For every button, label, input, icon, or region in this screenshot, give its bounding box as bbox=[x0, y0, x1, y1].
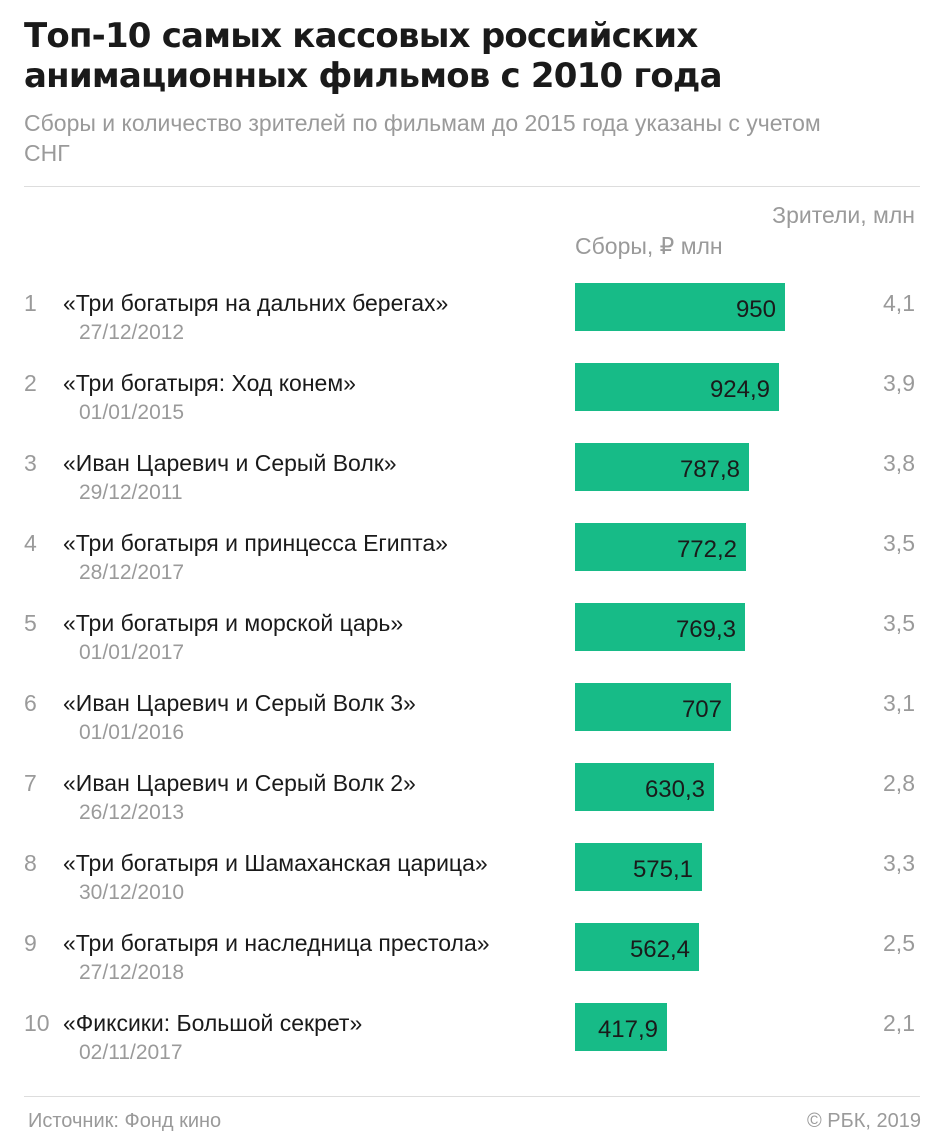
chart-row: 2 «Три богатыря: Ход конем» 01/01/2015 924,… bbox=[0, 363, 945, 443]
chart-row: 9 «Три богатыря и наследница престола» 27/… bbox=[0, 923, 945, 1003]
bar-value-label: 707 bbox=[682, 696, 722, 723]
rank-number: 7 bbox=[24, 770, 37, 796]
rank-number: 1 bbox=[24, 290, 37, 316]
bar-chart-cell: 575,1 bbox=[575, 843, 702, 891]
bar-chart-cell: 769,3 bbox=[575, 603, 745, 651]
bar-value-label: 417,9 bbox=[598, 1016, 658, 1043]
source-note: Источник: Фонд кино bbox=[28, 1110, 222, 1132]
rank-number: 6 bbox=[24, 690, 37, 716]
film-title: «Три богатыря на дальних берегах» bbox=[63, 290, 449, 316]
chart-row: 5 «Три богатыря и морской царь» 01/01/2017… bbox=[0, 603, 945, 683]
release-date: 27/12/2018 bbox=[79, 961, 185, 984]
viewers-value: 3,5 bbox=[883, 610, 915, 636]
rank-number: 8 bbox=[24, 850, 37, 876]
viewers-value: 4,1 bbox=[883, 290, 915, 316]
bar bbox=[575, 523, 746, 571]
release-date: 26/12/2013 bbox=[79, 801, 185, 824]
viewers-value: 3,9 bbox=[883, 370, 915, 396]
bar-chart-cell: 630,3 bbox=[575, 763, 714, 811]
bar bbox=[575, 923, 699, 971]
bar-chart-cell: 772,2 bbox=[575, 523, 746, 571]
column-header-viewers: Зрители, млн bbox=[772, 202, 915, 228]
viewers-value: 3,3 bbox=[883, 850, 915, 876]
column-header-gross: Сборы, ₽ млн bbox=[575, 233, 723, 259]
release-date: 01/01/2015 bbox=[79, 401, 185, 424]
viewers-value: 2,8 bbox=[883, 770, 915, 796]
rank-number: 9 bbox=[24, 930, 37, 956]
film-title: «Три богатыря и наследница престола» bbox=[63, 930, 490, 956]
bar-value-label: 787,8 bbox=[680, 456, 740, 483]
bar bbox=[575, 763, 714, 811]
film-title: «Фиксики: Большой секрет» bbox=[63, 1010, 363, 1036]
release-date: 29/12/2011 bbox=[79, 481, 183, 504]
chart-row: 6 «Иван Царевич и Серый Волк 3» 01/01/2016… bbox=[0, 683, 945, 763]
bar bbox=[575, 603, 745, 651]
chart-row: 10 «Фиксики: Большой секрет» 02/11/2017 417… bbox=[0, 1003, 945, 1083]
chart-row: 8 «Три богатыря и Шамаханская царица» 30/1… bbox=[0, 843, 945, 923]
bar-chart-cell: 707 bbox=[575, 683, 731, 731]
bar-value-label: 769,3 bbox=[676, 616, 736, 643]
bar-value-label: 562,4 bbox=[630, 936, 690, 963]
rank-number: 2 bbox=[24, 370, 37, 396]
bar-value-label: 950 bbox=[736, 296, 776, 323]
bar-value-label: 630,3 bbox=[645, 776, 705, 803]
bar-value-label: 575,1 bbox=[633, 856, 693, 883]
film-title: «Иван Царевич и Серый Волк» bbox=[63, 450, 397, 476]
bar bbox=[575, 283, 785, 331]
chart-row: 4 «Три богатыря и принцесса Египта» 28/12/… bbox=[0, 523, 945, 603]
release-date: 01/01/2016 bbox=[79, 721, 185, 744]
bar bbox=[575, 443, 749, 491]
footer-divider bbox=[24, 1096, 920, 1097]
film-title: «Три богатыря: Ход конем» bbox=[63, 370, 356, 396]
bar-chart-cell: 562,4 bbox=[575, 923, 699, 971]
bar-chart-cell: 417,9 bbox=[575, 1003, 667, 1051]
copyright-note: © РБК, 2019 bbox=[806, 1110, 921, 1132]
bar-chart-cell: 924,9 bbox=[575, 363, 779, 411]
film-title: «Три богатыря и морской царь» bbox=[63, 610, 404, 636]
bar-chart-cell: 950 bbox=[575, 283, 785, 331]
viewers-value: 3,5 bbox=[883, 530, 915, 556]
release-date: 01/01/2017 bbox=[79, 641, 185, 664]
bar bbox=[575, 363, 779, 411]
release-date: 28/12/2017 bbox=[79, 561, 185, 584]
film-title: «Иван Царевич и Серый Волк 2» bbox=[63, 770, 416, 796]
chart-row: 7 «Иван Царевич и Серый Волк 2» 26/12/2013… bbox=[0, 763, 945, 843]
film-title: «Иван Царевич и Серый Волк 3» bbox=[63, 690, 416, 716]
release-date: 27/12/2012 bbox=[79, 321, 185, 344]
bar bbox=[575, 843, 702, 891]
rank-number: 4 bbox=[24, 530, 37, 556]
header-divider bbox=[24, 186, 920, 187]
film-title: «Три богатыря и принцесса Египта» bbox=[63, 530, 448, 556]
film-title: «Три богатыря и Шамаханская царица» bbox=[63, 850, 488, 876]
chart-title: Топ-10 самых кассовых российских анимаци… bbox=[24, 16, 723, 96]
bar bbox=[575, 683, 731, 731]
bar-chart-cell: 787,8 bbox=[575, 443, 749, 491]
chart-subtitle: Сборы и количество зрителей по фильмам д… bbox=[24, 110, 821, 166]
rank-number: 5 bbox=[24, 610, 37, 636]
viewers-value: 2,1 bbox=[883, 1010, 915, 1036]
release-date: 02/11/2017 bbox=[79, 1041, 183, 1064]
release-date: 30/12/2010 bbox=[79, 881, 185, 904]
viewers-value: 2,5 bbox=[883, 930, 915, 956]
chart-row: 1 «Три богатыря на дальних берегах» 27/12/… bbox=[0, 283, 945, 363]
bar bbox=[575, 1003, 667, 1051]
bar-value-label: 772,2 bbox=[677, 536, 737, 563]
chart-row: 3 «Иван Царевич и Серый Волк» 29/12/2011 78… bbox=[0, 443, 945, 523]
viewers-value: 3,8 bbox=[883, 450, 915, 476]
bar-value-label: 924,9 bbox=[710, 376, 770, 403]
rank-number: 10 bbox=[24, 1010, 50, 1036]
rank-number: 3 bbox=[24, 450, 37, 476]
viewers-value: 3,1 bbox=[883, 690, 915, 716]
